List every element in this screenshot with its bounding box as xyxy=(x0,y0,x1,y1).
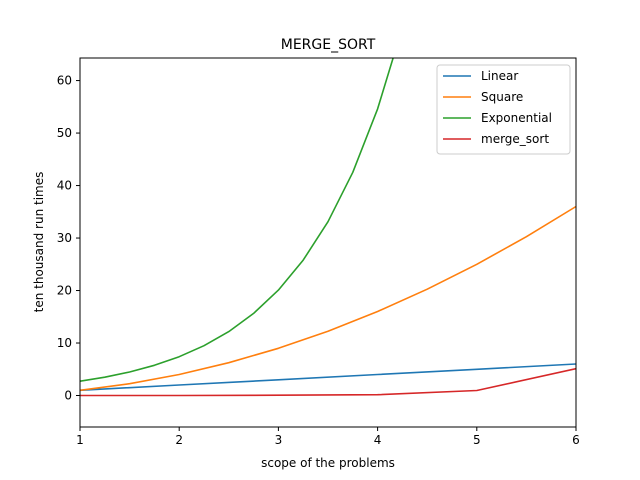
chart-title: MERGE_SORT xyxy=(281,37,376,53)
y-tick-label: 50 xyxy=(57,126,72,140)
y-tick-label: 20 xyxy=(57,284,72,298)
x-axis: 1 2 3 4 5 6 xyxy=(76,427,580,447)
x-tick-label: 6 xyxy=(572,433,580,447)
legend-label: merge_sort xyxy=(481,132,549,146)
y-axis-label: ten thousand run times xyxy=(32,172,46,313)
series-line-linear xyxy=(80,363,576,392)
x-tick-label: 5 xyxy=(473,433,481,447)
y-tick-label: 60 xyxy=(57,74,72,88)
series-line-merge-sort xyxy=(80,367,576,397)
legend-box xyxy=(436,64,571,155)
legend-label: Linear xyxy=(481,69,518,83)
series-line-square xyxy=(80,205,576,392)
y-tick-label: 30 xyxy=(57,231,72,245)
x-axis-label: scope of the problems xyxy=(261,456,395,470)
x-tick-label: 3 xyxy=(275,433,283,447)
series-line-exponential xyxy=(80,58,394,382)
y-axis: 0 10 20 30 40 50 60 xyxy=(57,74,80,403)
legend: Linear Square Exponential merge_sort xyxy=(436,64,571,155)
x-tick-label: 4 xyxy=(374,433,382,447)
y-tick-label: 0 xyxy=(64,389,72,403)
series-layer xyxy=(80,58,576,397)
legend-label: Exponential xyxy=(481,111,552,125)
legend-label: Square xyxy=(481,90,523,104)
x-tick-label: 1 xyxy=(76,433,84,447)
y-tick-label: 40 xyxy=(57,179,72,193)
x-tick-label: 2 xyxy=(175,433,183,447)
y-tick-label: 10 xyxy=(57,336,72,350)
plot-frame xyxy=(79,57,577,428)
